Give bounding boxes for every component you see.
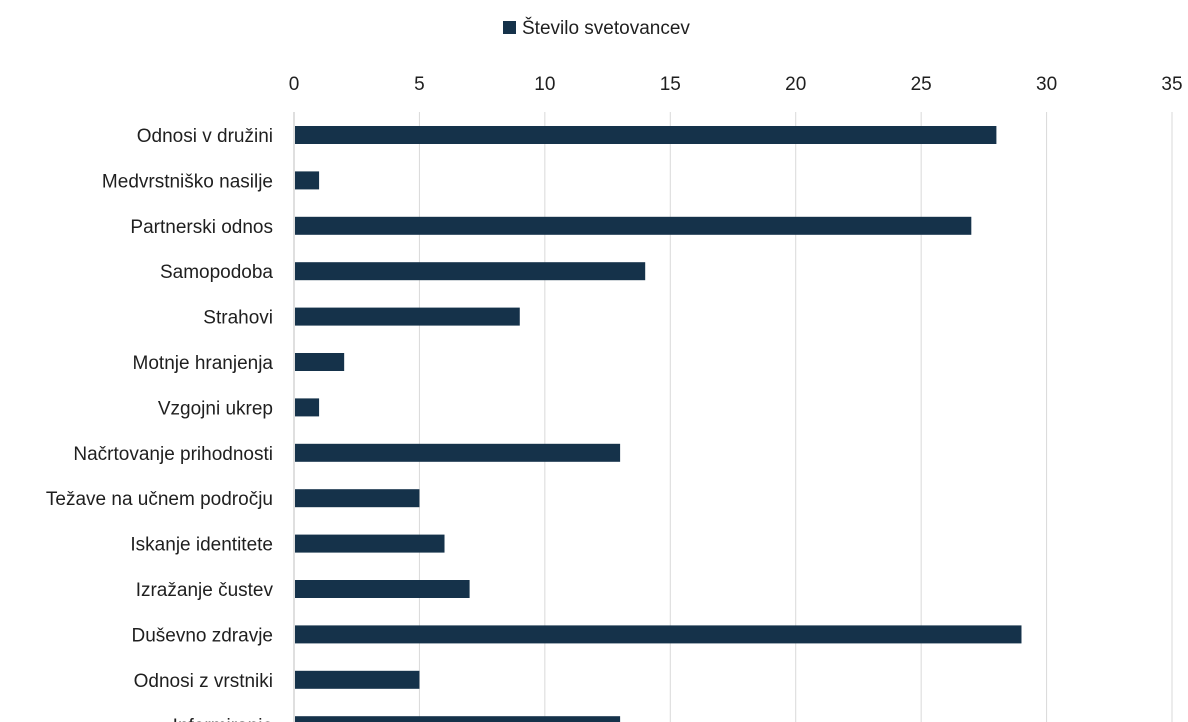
- bar: [295, 171, 320, 190]
- category-label: Medvrstniško nasilje: [102, 171, 273, 192]
- category-labels: Odnosi v družini Medvrstniško nasilje Part…: [46, 126, 274, 722]
- x-tick-label: 10: [534, 74, 555, 95]
- category-label: Vzgojni ukrep: [158, 398, 273, 419]
- category-label: Strahovi: [203, 308, 273, 329]
- category-label: Partnerski odnos: [130, 217, 273, 238]
- category-label: Iskanje identitete: [130, 535, 273, 556]
- bar: [295, 625, 1022, 644]
- legend-label: Število svetovancev: [522, 17, 690, 39]
- bar: [295, 398, 320, 417]
- bar: [295, 443, 621, 462]
- x-tick-label: 5: [414, 74, 425, 95]
- legend: Število svetovancev: [503, 17, 690, 39]
- legend-swatch: [503, 21, 516, 34]
- bars: [295, 126, 1022, 722]
- x-tick-label: 35: [1161, 74, 1182, 95]
- x-axis-ticks: 0 5 10 15 20 25 30 35: [289, 74, 1183, 95]
- x-tick-label: 20: [785, 74, 806, 95]
- x-tick-label: 25: [911, 74, 932, 95]
- x-tick-label: 0: [289, 74, 300, 95]
- category-label: Informiranje: [173, 716, 273, 722]
- bar: [295, 262, 646, 281]
- bar: [295, 126, 997, 144]
- category-label: Motnje hranjenja: [133, 353, 274, 374]
- category-label: Duševno zdravje: [131, 625, 273, 646]
- bar: [295, 580, 470, 598]
- bar: [295, 534, 445, 553]
- bar: [295, 489, 420, 508]
- bar: [295, 716, 621, 722]
- x-tick-label: 30: [1036, 74, 1057, 95]
- bar: [295, 353, 345, 371]
- bar: [295, 216, 972, 235]
- category-label: Odnosi v družini: [137, 126, 273, 147]
- category-label: Težave na učnem področju: [46, 489, 273, 510]
- category-label: Načrtovanje prihodnosti: [73, 444, 273, 465]
- category-label: Samopodoba: [160, 262, 273, 283]
- bar: [295, 307, 520, 326]
- gridlines: [418, 112, 1173, 722]
- category-label: Izražanje čustev: [136, 580, 274, 601]
- bar: [295, 670, 420, 689]
- category-label: Odnosi z vrstniki: [134, 671, 273, 692]
- x-tick-label: 15: [660, 74, 681, 95]
